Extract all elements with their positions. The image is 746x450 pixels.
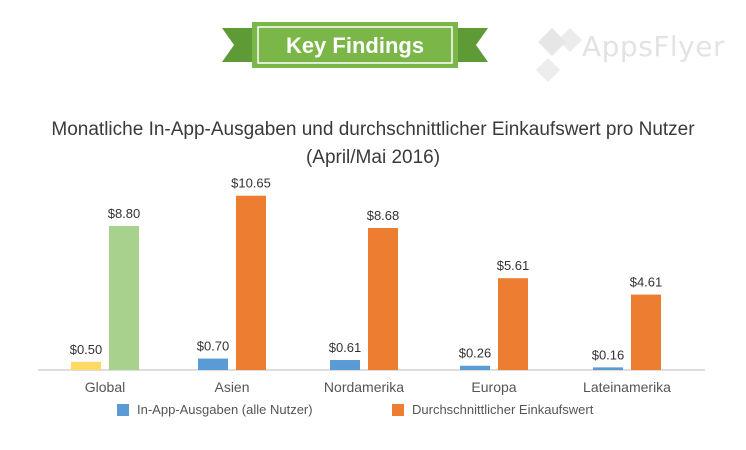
banner-ribbon-border [257, 26, 453, 64]
legend-label-avg-purchase: Durchschnittlicher Einkaufswert [412, 402, 594, 417]
bar-avg-purchase-nordamerika [368, 227, 398, 370]
bar-chart: $0.50 $8.80 Global $0.70 $10.65 Asien $0.61 $8.… [38, 176, 705, 395]
chart-title: Monatliche In-App-Ausgaben und durchschn… [51, 119, 695, 140]
data-label-in-app-global: $0.50 [70, 342, 103, 357]
chart-title-block: Monatliche In-App-Ausgaben und durchschn… [0, 116, 746, 172]
bar-avg-purchase-global [109, 226, 139, 370]
bar-in-app-nordamerika [330, 360, 360, 370]
banner-ribbon-main [252, 22, 458, 68]
appsflyer-logo-icon [536, 28, 582, 82]
data-label-avg-purchase-nordamerika: $8.68 [367, 208, 400, 223]
legend-swatch-in-app [117, 403, 129, 416]
bar-in-app-europa [460, 365, 490, 370]
data-label-in-app-nordamerika: $0.61 [329, 340, 362, 355]
data-label-in-app-europa: $0.26 [459, 346, 492, 361]
category-label-global: Global [85, 379, 125, 395]
legend-item-avg-purchase: Durchschnittlicher Einkaufswert [392, 402, 593, 417]
data-label-avg-purchase-lateinamerika: $4.61 [630, 275, 663, 290]
data-label-in-app-asien: $0.70 [197, 339, 230, 354]
key-findings-banner: Key Findings [222, 22, 582, 82]
legend-swatch-avg-purchase [392, 403, 404, 416]
banner-title: Key Findings [286, 33, 424, 58]
bar-avg-purchase-europa [498, 278, 528, 370]
chart-subtitle: (April/Mai 2016) [305, 147, 441, 168]
data-label-in-app-lateinamerika: $0.16 [592, 347, 625, 362]
category-label-asien: Asien [214, 379, 249, 395]
data-label-avg-purchase-global: $8.80 [108, 206, 141, 221]
legend-item-in-app: In-App-Ausgaben (alle Nutzer) [117, 402, 313, 417]
data-label-avg-purchase-asien: $10.65 [231, 176, 271, 191]
category-label-europa: Europa [471, 379, 516, 395]
bar-avg-purchase-asien [236, 195, 266, 370]
legend-label-in-app: In-App-Ausgaben (alle Nutzer) [137, 402, 313, 417]
bar-in-app-global [71, 361, 101, 370]
category-label-lateinamerika: Lateinamerika [583, 379, 671, 395]
category-label-nordamerika: Nordamerika [324, 379, 404, 395]
bar-avg-purchase-lateinamerika [631, 294, 661, 370]
bar-in-app-asien [198, 358, 228, 370]
appsflyer-logo-text: AppsFlyer [582, 30, 725, 63]
data-label-avg-purchase-europa: $5.61 [497, 258, 530, 273]
bar-in-app-lateinamerika [593, 367, 623, 370]
